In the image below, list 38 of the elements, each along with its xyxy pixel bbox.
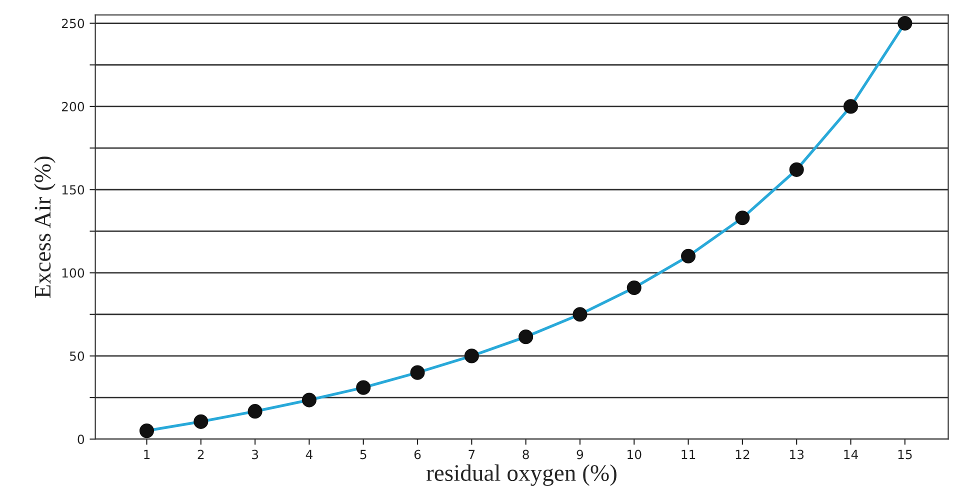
point xyxy=(843,99,858,114)
x-tick-label: 13 xyxy=(790,450,804,460)
x-tick-label: 8 xyxy=(522,450,529,460)
y-tick-label: 200 xyxy=(62,102,84,112)
y-tick-label: 150 xyxy=(62,185,84,195)
x-tick-label: 2 xyxy=(198,450,204,460)
x-tick-label: 1 xyxy=(144,450,150,460)
y-tick-label: 100 xyxy=(62,268,84,278)
point xyxy=(464,348,479,364)
x-tick-label: 12 xyxy=(736,450,750,460)
point xyxy=(735,210,750,226)
x-tick-label: 3 xyxy=(252,450,258,460)
x-tick-label: 6 xyxy=(414,450,421,460)
point xyxy=(410,365,425,380)
y-tick-label: 50 xyxy=(70,351,84,361)
x-tick-label: 7 xyxy=(468,450,475,460)
point xyxy=(681,248,696,264)
x-tick-label: 14 xyxy=(844,450,858,460)
point xyxy=(139,424,154,438)
x-tick-label: 9 xyxy=(576,450,584,460)
x-tick-label: 5 xyxy=(360,450,366,460)
point xyxy=(194,414,208,429)
point xyxy=(248,404,262,419)
x-tick-label: 10 xyxy=(628,450,642,460)
x-tick-label: 11 xyxy=(682,450,696,460)
point xyxy=(356,380,371,395)
y-tick-label: 250 xyxy=(62,18,84,28)
y-axis-title: Excess Air (%) xyxy=(34,156,56,298)
point xyxy=(898,16,912,31)
point xyxy=(626,280,642,296)
x-tick-label: 15 xyxy=(898,450,912,460)
point xyxy=(302,392,316,408)
point xyxy=(518,330,534,344)
y-tick-label: 0 xyxy=(78,434,84,444)
point xyxy=(572,307,588,322)
x-tick-label: 4 xyxy=(306,450,312,460)
point xyxy=(789,162,804,177)
x-axis-title: residual oxygen (%) xyxy=(426,464,616,486)
